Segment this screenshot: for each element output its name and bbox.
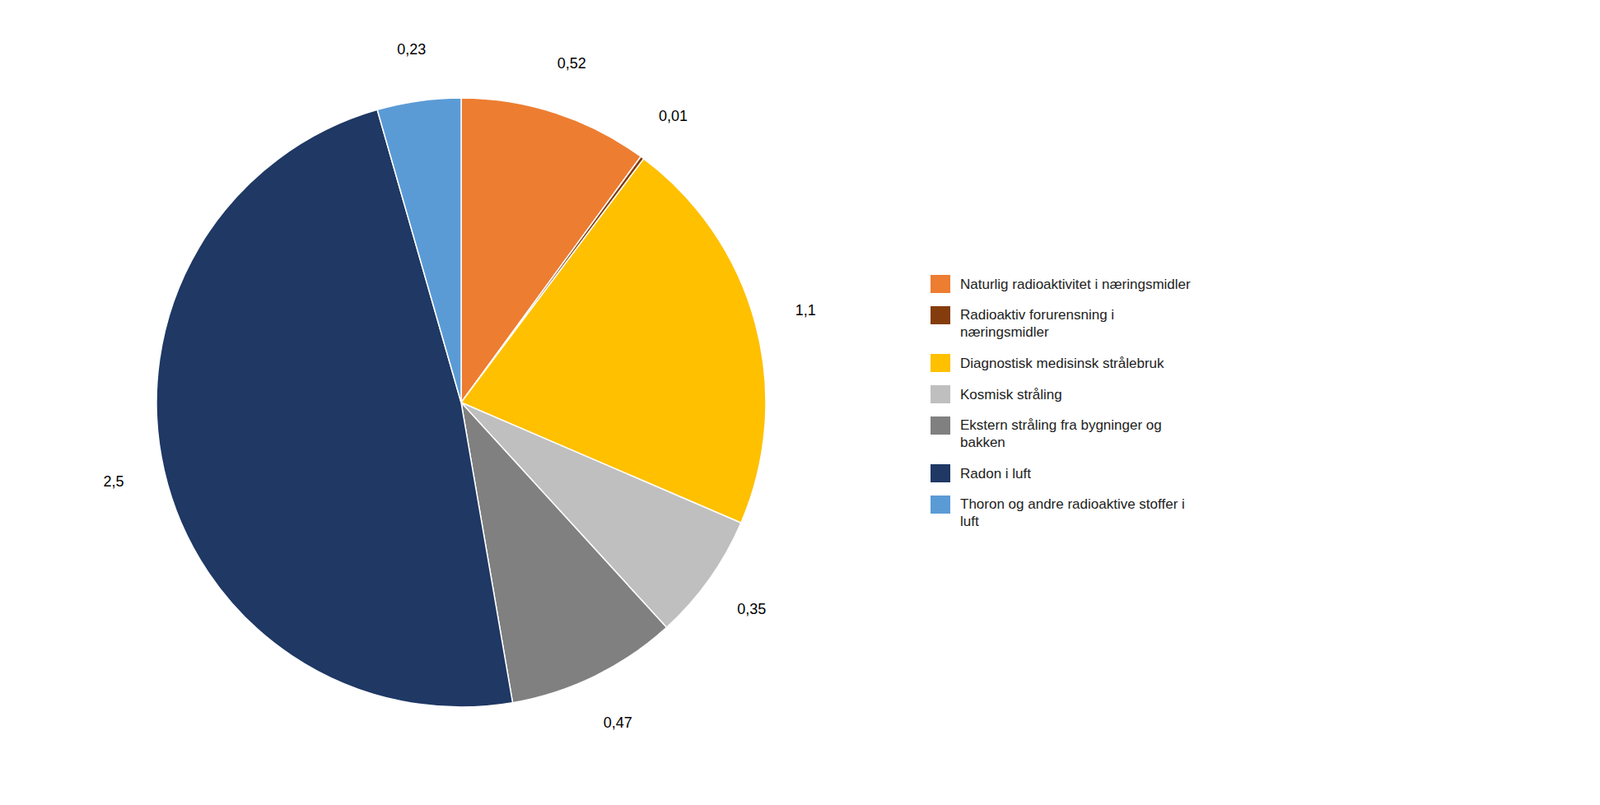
legend-label: Ekstern stråling fra bygninger ogbakken [960,417,1162,451]
legend-swatch [930,495,951,514]
legend-swatch [930,275,951,294]
legend-label-line: Naturlig radioaktivitet i næringsmidler [960,276,1191,293]
legend-item: Thoron og andre radioaktive stoffer iluf… [930,495,1185,530]
legend-swatch [930,464,951,483]
data-label: 1,1 [795,302,817,319]
pie-slice [377,97,462,403]
data-label: 0,52 [557,55,587,72]
legend-item: Ekstern stråling fra bygninger ogbakken [930,416,1162,451]
legend-swatch [930,354,951,373]
legend-label: Radioaktiv forurensning inæringsmidler [960,307,1115,341]
legend-label: Naturlig radioaktivitet i næringsmidler [960,276,1191,293]
legend-item: Radioaktiv forurensning inæringsmidler [930,306,1115,341]
chart-svg: 0,52 0,01 1,1 0,35 0,47 2,5 0,23 Naturlig radio… [0,0,1600,805]
legend-label-line: næringsmidler [960,324,1050,341]
data-labels: 0,52 0,01 1,1 0,35 0,47 2,5 0,23 [102,41,816,732]
data-label: 2,5 [102,473,124,490]
legend-item: Naturlig radioaktivitet i næringsmidler [930,275,1191,294]
legend-label: Radon i luft [960,466,1031,482]
legend-label-line: Kosmisk stråling [960,387,1063,403]
legend-label-line: Thoron og andre radioaktive stoffer i [960,496,1185,513]
legend-item: Radon i luft [930,464,1031,483]
pie-slices [156,97,766,708]
legend-label-line: Diagnostisk medisinsk strålebruk [960,355,1165,372]
legend-swatch [930,385,951,404]
legend-label-line: Radon i luft [960,466,1031,482]
legend-label-line: Radioaktiv forurensning i [960,307,1115,323]
data-label: 0,01 [658,107,688,125]
data-label: 0,47 [603,714,633,732]
legend-label: Diagnostisk medisinsk strålebruk [960,355,1165,372]
data-label: 0,35 [737,601,766,618]
legend-swatch [930,306,951,325]
legend: Naturlig radioaktivitet i næringsmidler R… [930,275,1191,530]
legend-label-line: Ekstern stråling fra bygninger og [960,417,1162,434]
legend-label: Thoron og andre radioaktive stoffer iluf… [960,496,1185,530]
legend-item: Diagnostisk medisinsk strålebruk [930,354,1165,373]
legend-label-line: bakken [960,434,1006,451]
legend-item: Kosmisk stråling [930,385,1063,404]
chart-container: 0,52 0,01 1,1 0,35 0,47 2,5 0,23 Naturlig radio… [0,0,1600,805]
legend-label: Kosmisk stråling [960,387,1063,403]
legend-swatch [930,416,951,435]
data-label: 0,23 [396,41,426,58]
legend-label-line: luft [960,513,980,530]
